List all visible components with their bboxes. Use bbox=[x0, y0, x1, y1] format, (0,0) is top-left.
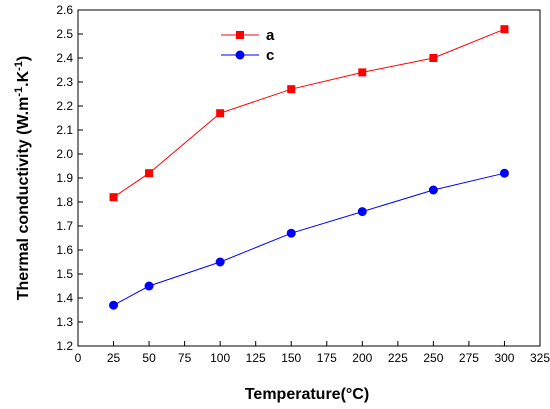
legend-marker-a bbox=[236, 31, 244, 39]
x-tick-label-4: 100 bbox=[210, 351, 230, 365]
y-tick-label-10: 2.2 bbox=[56, 99, 73, 113]
y-tick-label-9: 2.1 bbox=[56, 123, 73, 137]
series-line-a bbox=[113, 28, 505, 198]
y-tick-label-0: 1.2 bbox=[56, 339, 73, 353]
legend-label-a: a bbox=[266, 27, 275, 44]
x-tick-label-1: 25 bbox=[107, 351, 121, 365]
data-point-a-5 bbox=[429, 54, 438, 62]
x-tick-label-3: 75 bbox=[178, 351, 192, 365]
data-point-c-4 bbox=[357, 207, 367, 217]
x-tick-label-12: 300 bbox=[494, 351, 514, 365]
y-tick-label-14: 2.6 bbox=[56, 3, 73, 17]
series-layer bbox=[109, 25, 509, 310]
y-tick-label-5: 1.7 bbox=[56, 219, 73, 233]
legend-label-c: c bbox=[266, 47, 274, 64]
x-tick-label-0: 0 bbox=[75, 351, 82, 365]
y-tick-label-11: 2.3 bbox=[56, 75, 73, 89]
y-tick-label-8: 2.0 bbox=[56, 147, 73, 161]
x-tick-label-2: 50 bbox=[142, 351, 156, 365]
data-point-c-3 bbox=[286, 228, 296, 238]
plot-frame bbox=[77, 9, 541, 347]
x-axis-title: Temperature(°C) bbox=[245, 386, 369, 403]
y-tick-label-13: 2.5 bbox=[56, 27, 73, 41]
series-line-c bbox=[113, 172, 505, 306]
data-point-c-1 bbox=[144, 281, 154, 291]
data-point-c-5 bbox=[428, 185, 438, 195]
legend-marker-c bbox=[235, 50, 245, 60]
y-tick-label-12: 2.4 bbox=[56, 51, 73, 65]
y-tick-label-7: 1.9 bbox=[56, 171, 73, 185]
y-tick-label-1: 1.3 bbox=[56, 315, 73, 329]
y-tick-label-6: 1.8 bbox=[56, 195, 73, 209]
y-tick-label-4: 1.6 bbox=[56, 243, 73, 257]
x-tick-label-6: 150 bbox=[281, 351, 301, 365]
x-tick-label-9: 225 bbox=[388, 351, 408, 365]
x-tick-label-8: 200 bbox=[352, 351, 372, 365]
data-point-c-6 bbox=[499, 168, 509, 178]
data-point-c-0 bbox=[109, 300, 119, 310]
x-tick-label-5: 125 bbox=[246, 351, 266, 365]
data-point-a-1 bbox=[145, 169, 154, 178]
y-axis: 1.2 1.3 1.4 1.5 1.6 1.7 1.8 1.9 2.0 2.1 2.2 2.3 2.4 2… bbox=[56, 3, 83, 353]
data-point-c-2 bbox=[215, 257, 225, 267]
data-point-a-6 bbox=[500, 25, 509, 34]
x-axis: 0 25 50 75 100 125 150 175 200 225 250 275 300 325 bbox=[75, 341, 550, 365]
x-tick-label-11: 275 bbox=[459, 351, 479, 365]
y-tick-label-2: 1.4 bbox=[56, 291, 73, 305]
y-axis-title: Thermal conductivity (W.m-1.K-1) bbox=[13, 56, 32, 300]
data-point-a-3 bbox=[287, 85, 296, 94]
data-point-a-4 bbox=[358, 68, 367, 77]
y-tick-label-3: 1.5 bbox=[56, 267, 73, 281]
legend: a c bbox=[221, 27, 275, 64]
x-tick-label-10: 250 bbox=[423, 351, 443, 365]
x-tick-label-7: 175 bbox=[317, 351, 337, 365]
data-point-a-0 bbox=[109, 193, 118, 202]
data-point-a-2 bbox=[216, 109, 225, 118]
x-tick-label-13: 325 bbox=[530, 351, 550, 365]
